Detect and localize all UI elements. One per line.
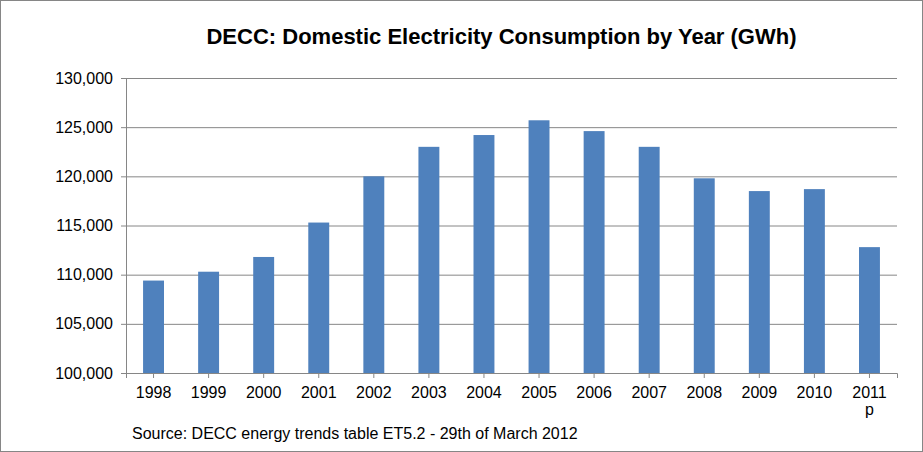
y-tick: 100,000	[55, 365, 126, 382]
bar	[198, 272, 219, 373]
y-tick-label: 100,000	[55, 365, 113, 382]
x-tick: 2002	[356, 373, 392, 401]
bar	[749, 191, 770, 373]
x-tick-mark	[208, 373, 209, 378]
x-tick-mark	[869, 373, 870, 378]
x-tick: 2003	[411, 373, 447, 401]
x-tick-mark	[428, 373, 429, 378]
y-tick-label: 130,000	[55, 70, 113, 87]
x-axis: 1998 1999 2000 2001 2002 2003 2004 2005 2006 2007…	[127, 373, 898, 418]
bar	[859, 247, 880, 373]
y-tick-mark	[121, 373, 126, 374]
grid-line	[126, 275, 897, 276]
bar	[584, 131, 605, 373]
grid	[126, 79, 897, 374]
grid-line	[126, 78, 897, 79]
x-tick-mark	[153, 373, 154, 378]
x-tick: 2000	[246, 373, 282, 401]
x-tick-mark	[814, 373, 815, 378]
y-tick: 105,000	[55, 315, 126, 332]
y-tick-mark	[121, 275, 126, 276]
bar	[418, 147, 439, 373]
y-axis-line	[121, 79, 127, 374]
x-tick-label: 2009	[742, 384, 778, 401]
y-tick: 130,000	[55, 70, 126, 87]
bar	[474, 135, 495, 373]
y-tick-mark	[121, 226, 126, 227]
bars	[143, 120, 880, 373]
x-tick: 2011p	[852, 373, 887, 418]
bar	[308, 223, 329, 373]
y-axis: 100,000 105,000 110,000 115,000 120,000 125,0…	[55, 70, 126, 382]
y-tick: 110,000	[56, 266, 126, 283]
x-tick: 2008	[686, 373, 722, 401]
x-tick-mark	[759, 373, 760, 378]
x-tick-mark	[318, 373, 319, 378]
y-tick-mark	[121, 176, 126, 177]
x-tick-label: 2001	[301, 384, 337, 401]
x-tick-mark	[263, 373, 264, 378]
bar	[143, 281, 164, 373]
plot: 100,000 105,000 110,000 115,000 120,000 125,0…	[55, 70, 897, 419]
x-tick-label: 1998	[136, 384, 172, 401]
y-tick-label: 105,000	[55, 315, 113, 332]
x-tick-label: 2000	[246, 384, 282, 401]
x-tick: 2007	[631, 373, 667, 401]
grid-line	[126, 127, 897, 128]
y-tick-mark	[121, 324, 126, 325]
x-tick: 2006	[576, 373, 612, 401]
x-tick-mark	[539, 373, 540, 378]
x-tick-mark	[594, 373, 595, 378]
y-tick-mark	[121, 78, 126, 79]
x-tick-label: 2005	[521, 384, 557, 401]
x-tick: 1999	[191, 373, 227, 401]
x-tick: 2001	[301, 373, 337, 401]
x-axis-line	[127, 374, 898, 379]
x-tick-label: 2010	[797, 384, 833, 401]
chart-frame	[1, 1, 923, 452]
y-tick: 115,000	[56, 217, 126, 234]
x-tick: 2004	[466, 373, 502, 401]
y-tick-label: 120,000	[55, 168, 113, 185]
y-tick: 120,000	[55, 168, 126, 185]
bar	[639, 147, 660, 373]
x-tick-mark	[483, 373, 484, 378]
y-tick-label: 125,000	[55, 119, 113, 136]
bar	[253, 257, 274, 373]
grid-line	[126, 176, 897, 177]
title: DECC: Domestic Electricity Consumption b…	[206, 24, 796, 49]
bar	[804, 189, 825, 373]
grid-line	[126, 226, 897, 227]
x-tick-label: 1999	[191, 384, 227, 401]
x-tick-label: 2011p	[852, 384, 887, 418]
x-tick-mark	[373, 373, 374, 378]
grid-line	[126, 324, 897, 325]
chart: DECC: Domestic Electricity Consumption b…	[0, 0, 923, 452]
x-tick-label: 2007	[631, 384, 667, 401]
y-tick-mark	[121, 127, 126, 128]
x-tick: 1998	[136, 373, 172, 401]
y-tick-label: 110,000	[56, 266, 113, 283]
x-tick-label: 2002	[356, 384, 392, 401]
x-tick: 2005	[521, 373, 557, 401]
x-tick-label: 2004	[466, 384, 502, 401]
bar	[529, 120, 550, 373]
y-tick: 125,000	[55, 119, 126, 136]
x-tick: 2009	[742, 373, 778, 401]
x-tick-label: 2006	[576, 384, 612, 401]
bar	[694, 178, 715, 373]
x-tick-label: 2003	[411, 384, 447, 401]
x-tick-mark	[704, 373, 705, 378]
x-tick-mark	[649, 373, 650, 378]
y-tick-label: 115,000	[56, 217, 113, 234]
x-tick-label: 2008	[686, 384, 722, 401]
x-tick: 2010	[797, 373, 833, 401]
bar	[363, 176, 384, 373]
annotation: Source: DECC energy trends table ET5.2 -…	[132, 425, 578, 442]
